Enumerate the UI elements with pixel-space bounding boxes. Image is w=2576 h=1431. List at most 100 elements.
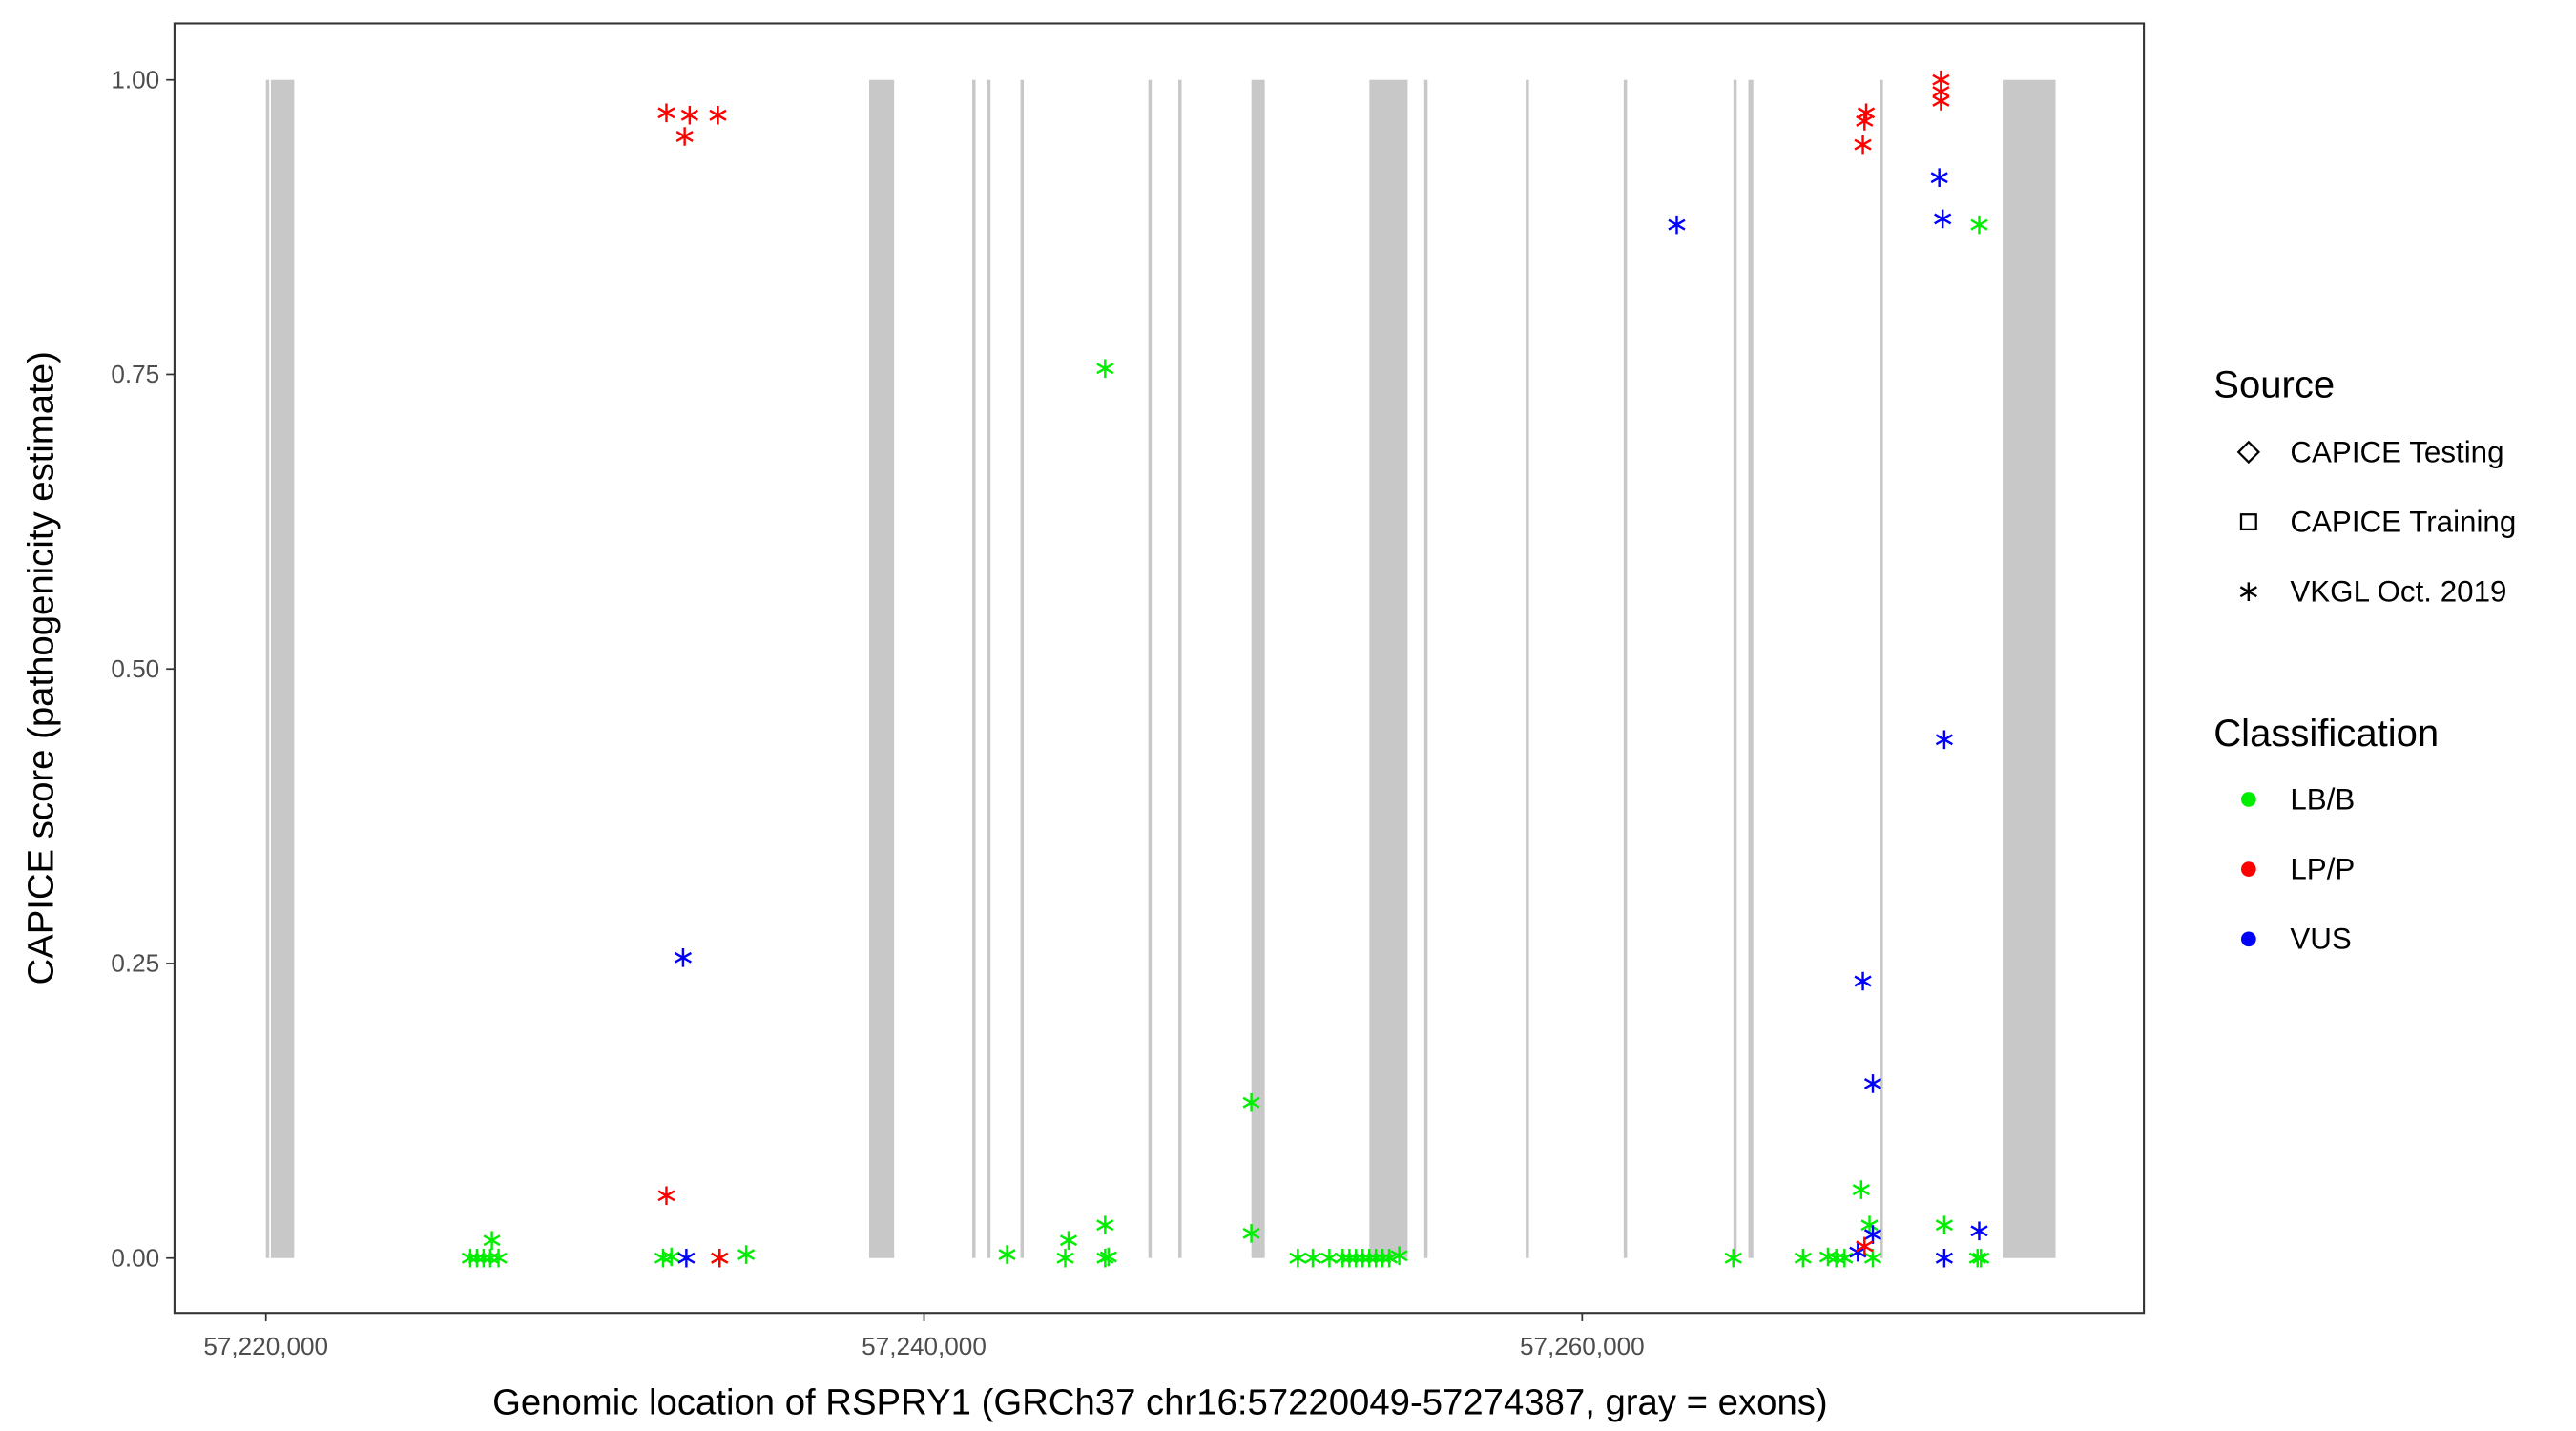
exon-band (1423, 79, 1428, 1258)
asterisk-marker (677, 1248, 696, 1268)
data-point (1968, 1248, 1986, 1268)
data-point (657, 1186, 675, 1206)
data-point (1096, 359, 1114, 379)
asterisk-marker (1361, 1248, 1379, 1268)
legend-item-vkgl: VKGL Oct. 2019 (2239, 575, 2506, 609)
asterisk-marker (1381, 1248, 1399, 1268)
color-dot-icon (2241, 931, 2256, 947)
panel-background (174, 23, 2145, 1314)
x-axis-label: Genomic location of RSPRY1 (GRCh37 chr16… (492, 1381, 1828, 1422)
legend-label: LB/B (2290, 782, 2355, 816)
square-marker (2239, 513, 2257, 531)
data-point (474, 1248, 492, 1268)
exon-band (987, 79, 991, 1258)
asterisk-marker (1303, 1248, 1322, 1268)
exon-band (869, 79, 895, 1258)
asterisk-marker (1347, 1248, 1365, 1268)
color-dot-icon (2241, 792, 2256, 807)
data-point (1242, 1224, 1260, 1243)
data-point (1096, 1215, 1114, 1234)
asterisk-marker (2239, 582, 2257, 602)
legend-label: CAPICE Testing (2290, 435, 2503, 468)
legend-item-VUS: VUS (2241, 923, 2352, 956)
asterisk-marker (1930, 168, 1948, 188)
data-point (1334, 1248, 1352, 1268)
asterisk-marker (711, 1248, 729, 1268)
exon-band (2003, 79, 2056, 1258)
data-point (1347, 1248, 1365, 1268)
data-point (662, 1247, 680, 1267)
asterisk-marker (1857, 103, 1876, 123)
asterisk-marker (1354, 1248, 1372, 1268)
asterisk-marker (1390, 1246, 1408, 1266)
data-point (467, 1248, 487, 1268)
asterisk-marker (1863, 1225, 1882, 1244)
asterisk-marker (1827, 1248, 1845, 1268)
asterisk-marker (1340, 1248, 1359, 1268)
color-dot-icon (2241, 861, 2256, 877)
data-point (1361, 1248, 1379, 1268)
legend-source-title: Source (2213, 363, 2335, 405)
y-tick-label: 0.75 (111, 360, 159, 388)
asterisk-marker (483, 1231, 501, 1251)
asterisk-marker (998, 1245, 1016, 1264)
data-point (461, 1248, 480, 1268)
y-tick-label: 1.00 (111, 65, 159, 93)
data-point (1935, 1215, 1953, 1234)
asterisk-marker (1096, 1215, 1114, 1234)
exon-bands (265, 79, 2056, 1258)
asterisk-marker (1935, 730, 1953, 750)
y-axis: 0.00 0.25 0.50 0.75 1.00 (111, 65, 175, 1272)
data-point (483, 1231, 501, 1251)
asterisk-marker (662, 1247, 680, 1267)
data-point (1827, 1248, 1845, 1268)
asterisk-marker (1932, 92, 1950, 111)
exon-band (1526, 79, 1529, 1258)
data-point (1099, 1247, 1117, 1267)
asterisk-marker (709, 105, 727, 125)
data-point (1935, 730, 1953, 750)
data-point (1668, 215, 1686, 235)
data-point (1289, 1248, 1307, 1268)
data-point (677, 1248, 696, 1268)
data-point (1381, 1248, 1399, 1268)
x-axis: 57,220,000 57,240,000 57,260,000 (203, 1313, 1645, 1360)
data-point (675, 127, 694, 146)
asterisk-marker (1968, 1248, 1986, 1268)
asterisk-marker (1289, 1248, 1307, 1268)
asterisk-marker (1320, 1248, 1339, 1268)
data-point (1857, 103, 1876, 123)
asterisk-marker (1374, 1248, 1392, 1268)
legend: Source Classification CAPICE Testing CAPI… (2213, 363, 2516, 955)
asterisk-marker (1856, 1236, 1874, 1256)
data-point (674, 948, 693, 967)
data-point (1320, 1248, 1339, 1268)
data-point (489, 1248, 508, 1268)
data-point (998, 1245, 1016, 1264)
data-point (481, 1248, 499, 1268)
legend-label: LP/P (2290, 853, 2355, 886)
data-point (1354, 1248, 1372, 1268)
data-point (1340, 1248, 1359, 1268)
data-point (1935, 1248, 1953, 1268)
asterisk-marker (1668, 215, 1686, 235)
asterisk-marker (1096, 359, 1114, 379)
asterisk-marker (1935, 1248, 1953, 1268)
diamond-marker (2236, 440, 2261, 465)
data-point (680, 105, 698, 125)
asterisk-marker (1854, 971, 1872, 991)
data-point (1863, 1248, 1882, 1268)
data-point (1724, 1248, 1742, 1268)
asterisk-marker (481, 1248, 499, 1268)
asterisk-marker (1934, 209, 1952, 229)
y-axis-label: CAPICE score (pathogenicity estimate) (21, 351, 62, 985)
asterisk-marker (1099, 1247, 1117, 1267)
asterisk-marker (1242, 1092, 1260, 1112)
data-point (1970, 1221, 1988, 1241)
asterisk-marker (461, 1248, 480, 1268)
legend-label: VKGL Oct. 2019 (2290, 575, 2506, 609)
data-point (1970, 215, 1988, 235)
data-point (1932, 92, 1950, 111)
asterisk-marker (1849, 1242, 1867, 1262)
asterisk-marker (680, 105, 698, 125)
